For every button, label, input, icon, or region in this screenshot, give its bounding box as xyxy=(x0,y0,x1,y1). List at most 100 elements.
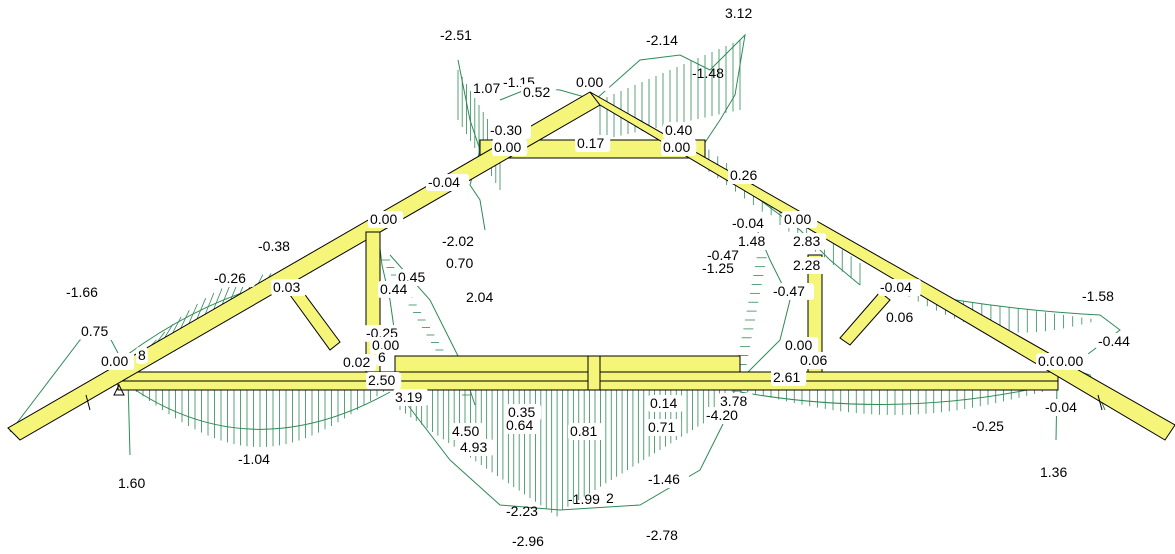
value-label-box xyxy=(426,174,469,191)
value-label-l-493: 4.93 xyxy=(458,439,494,456)
value-label-l-148: 1.48 xyxy=(736,233,772,250)
value-label-text: -2.23 xyxy=(506,503,538,519)
value-label-box xyxy=(798,352,834,369)
value-label-l-m104: -1.04 xyxy=(238,451,270,467)
value-label-l-040: 0.40 xyxy=(663,122,699,139)
value-label-box xyxy=(705,247,748,264)
value-label-text: -0.25 xyxy=(972,418,1004,434)
value-label-box xyxy=(471,80,507,97)
value-label-text: 2 xyxy=(606,490,614,506)
value-label-box xyxy=(212,270,255,287)
center-chord xyxy=(394,355,741,373)
value-label-l-064: 0.64 xyxy=(504,417,540,434)
value-label-box xyxy=(1054,353,1090,370)
value-label-text: -0.04 xyxy=(880,279,912,295)
value-label-box xyxy=(646,471,689,488)
value-label-box xyxy=(700,260,743,277)
value-label-box xyxy=(661,139,697,156)
value-label-text: -2.51 xyxy=(440,27,472,43)
value-label-text: 8 xyxy=(138,347,146,363)
value-label-box xyxy=(440,233,483,250)
value-label-text: -0.44 xyxy=(1098,333,1130,349)
value-label-l-000r2: 0.00 xyxy=(783,337,819,354)
value-label-l-leftjoint000: 0.00 xyxy=(368,211,404,228)
value-label-l-m223: -2.23 xyxy=(506,503,538,519)
value-label-box xyxy=(884,309,920,326)
value-label-text: 2.50 xyxy=(368,372,395,388)
value-label-box xyxy=(736,233,772,250)
value-label-box xyxy=(393,389,429,406)
value-label-text: 1.48 xyxy=(738,233,765,249)
value-label-text: -1.04 xyxy=(238,451,270,467)
value-label-box xyxy=(771,283,814,300)
value-label-text: -0.26 xyxy=(214,270,246,286)
value-label-text: 2.83 xyxy=(793,233,820,249)
value-label-text: -2.78 xyxy=(646,527,678,543)
value-label-l-450: 4.50 xyxy=(450,423,486,440)
value-label-l-m420: -4.20 xyxy=(704,407,747,424)
value-label-text: 0.03 xyxy=(273,279,300,295)
value-label-text: -1.48 xyxy=(692,65,724,81)
value-label-box xyxy=(783,337,819,354)
value-label-text: 2.04 xyxy=(466,289,493,305)
value-label-text: 0.0 xyxy=(1038,353,1058,369)
value-label-box xyxy=(574,74,610,91)
value-label-text: 0.14 xyxy=(650,395,677,411)
value-label-l-250: 2.50 xyxy=(366,372,402,389)
value-label-l-m004d: -0.04 xyxy=(1043,399,1086,416)
value-label-l-m026: -0.26 xyxy=(212,270,255,287)
value-label-text: 0.17 xyxy=(577,135,604,151)
value-label-l-081: 0.81 xyxy=(568,423,604,440)
value-label-l-m296: -2.96 xyxy=(512,533,544,549)
value-label-box xyxy=(506,404,542,421)
value-label-box xyxy=(341,354,377,371)
value-label-l-m278: -2.78 xyxy=(646,527,678,543)
value-label-l-m047b: -0.47 xyxy=(771,283,814,300)
value-label-text: -2.96 xyxy=(512,533,544,549)
value-label-l-044: 0.44 xyxy=(378,281,414,298)
value-label-l-m125: -1.25 xyxy=(700,260,743,277)
value-label-l-006b: 0.06 xyxy=(798,352,834,369)
value-label-text: -0.04 xyxy=(1045,399,1077,415)
value-label-box xyxy=(663,122,699,139)
value-label-text: 1.60 xyxy=(118,475,145,491)
value-labels: -2.51 -2.143.121.07 -1.150.520.00-1.48-0.3… xyxy=(66,5,1139,549)
value-label-box xyxy=(575,135,611,152)
left-strut xyxy=(289,287,341,351)
value-label-l-m038: -0.38 xyxy=(258,238,290,254)
value-label-box xyxy=(79,323,115,340)
value-label-text: 1.36 xyxy=(1040,464,1067,480)
value-label-box xyxy=(791,233,827,250)
value-label-text: 0.40 xyxy=(665,122,692,138)
value-label-text: 0.06 xyxy=(886,309,913,325)
pin-support-icon xyxy=(85,383,1103,411)
value-label-text: -1.46 xyxy=(648,471,680,487)
value-label-text: 0.70 xyxy=(446,255,473,271)
value-label-text: 4.93 xyxy=(460,439,487,455)
value-label-l-0dot00left: 0.00 xyxy=(99,353,135,370)
value-label-box xyxy=(568,423,604,440)
value-label-box xyxy=(718,393,754,410)
value-label-l-070: 0.70 xyxy=(444,255,480,272)
value-label-text: 0.52 xyxy=(523,84,550,100)
value-label-l-075: 0.75 xyxy=(79,323,115,340)
value-label-l-m030: -0.30 xyxy=(488,122,531,139)
value-label-box xyxy=(458,439,494,456)
value-label-text: 0.00 xyxy=(494,139,521,155)
value-label-l-m004c: -0.04 xyxy=(878,279,921,296)
value-label-l-026: 0.26 xyxy=(728,167,764,184)
value-label-l-000r3: 0.00 xyxy=(1054,353,1090,370)
value-label-box xyxy=(704,407,747,424)
value-label-text: -2.14 xyxy=(646,32,678,48)
value-label-l-ridgeR000: 0.00 xyxy=(661,139,697,156)
value-label-text: 0.26 xyxy=(730,167,757,183)
value-label-box xyxy=(648,395,684,412)
value-label-text: -0.47 xyxy=(773,283,805,299)
value-label-box xyxy=(728,167,764,184)
value-label-text: 0.75 xyxy=(81,323,108,339)
value-label-text: 4.50 xyxy=(452,423,479,439)
value-label-text: -0.38 xyxy=(258,238,290,254)
value-label-l-160: 1.60 xyxy=(118,475,145,491)
value-label-box xyxy=(450,423,486,440)
